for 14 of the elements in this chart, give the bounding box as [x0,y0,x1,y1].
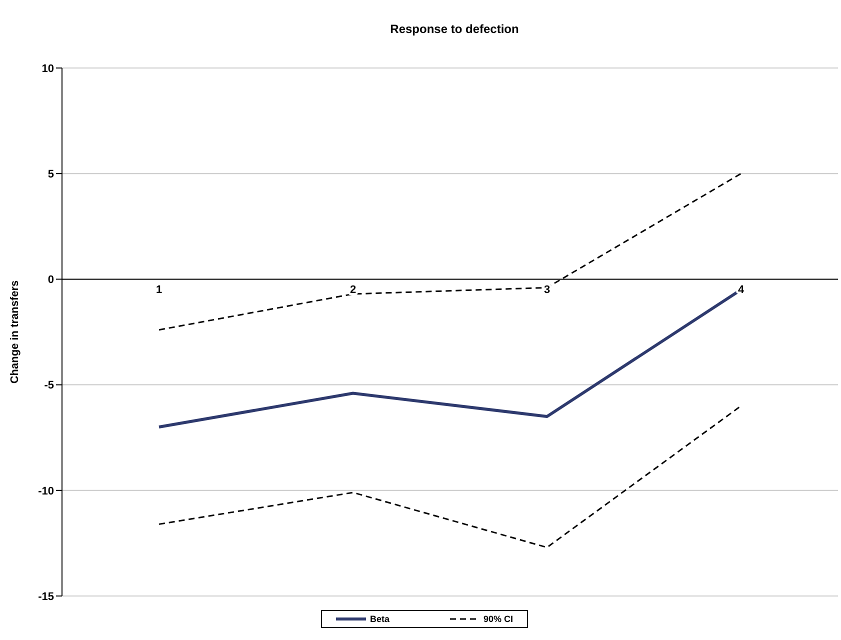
x-tick-label: 2 [350,284,356,296]
y-tick-label: 0 [48,274,54,286]
line-series [158,405,742,548]
y-tick-label: -10 [38,485,54,498]
legend-label: Beta [368,614,390,624]
x-tick-label: 4 [738,284,745,296]
chart-title: Response to defection [389,22,520,36]
legend-label: 90% CI [482,614,514,624]
y-tick-label: 5 [48,168,54,181]
y-tick-label: 10 [42,62,54,75]
y-tick-label: -15 [38,590,54,603]
x-tick-label: 1 [156,284,162,296]
y-tick-label: -5 [44,380,54,392]
y-axis-title: Change in transfers [8,280,21,384]
